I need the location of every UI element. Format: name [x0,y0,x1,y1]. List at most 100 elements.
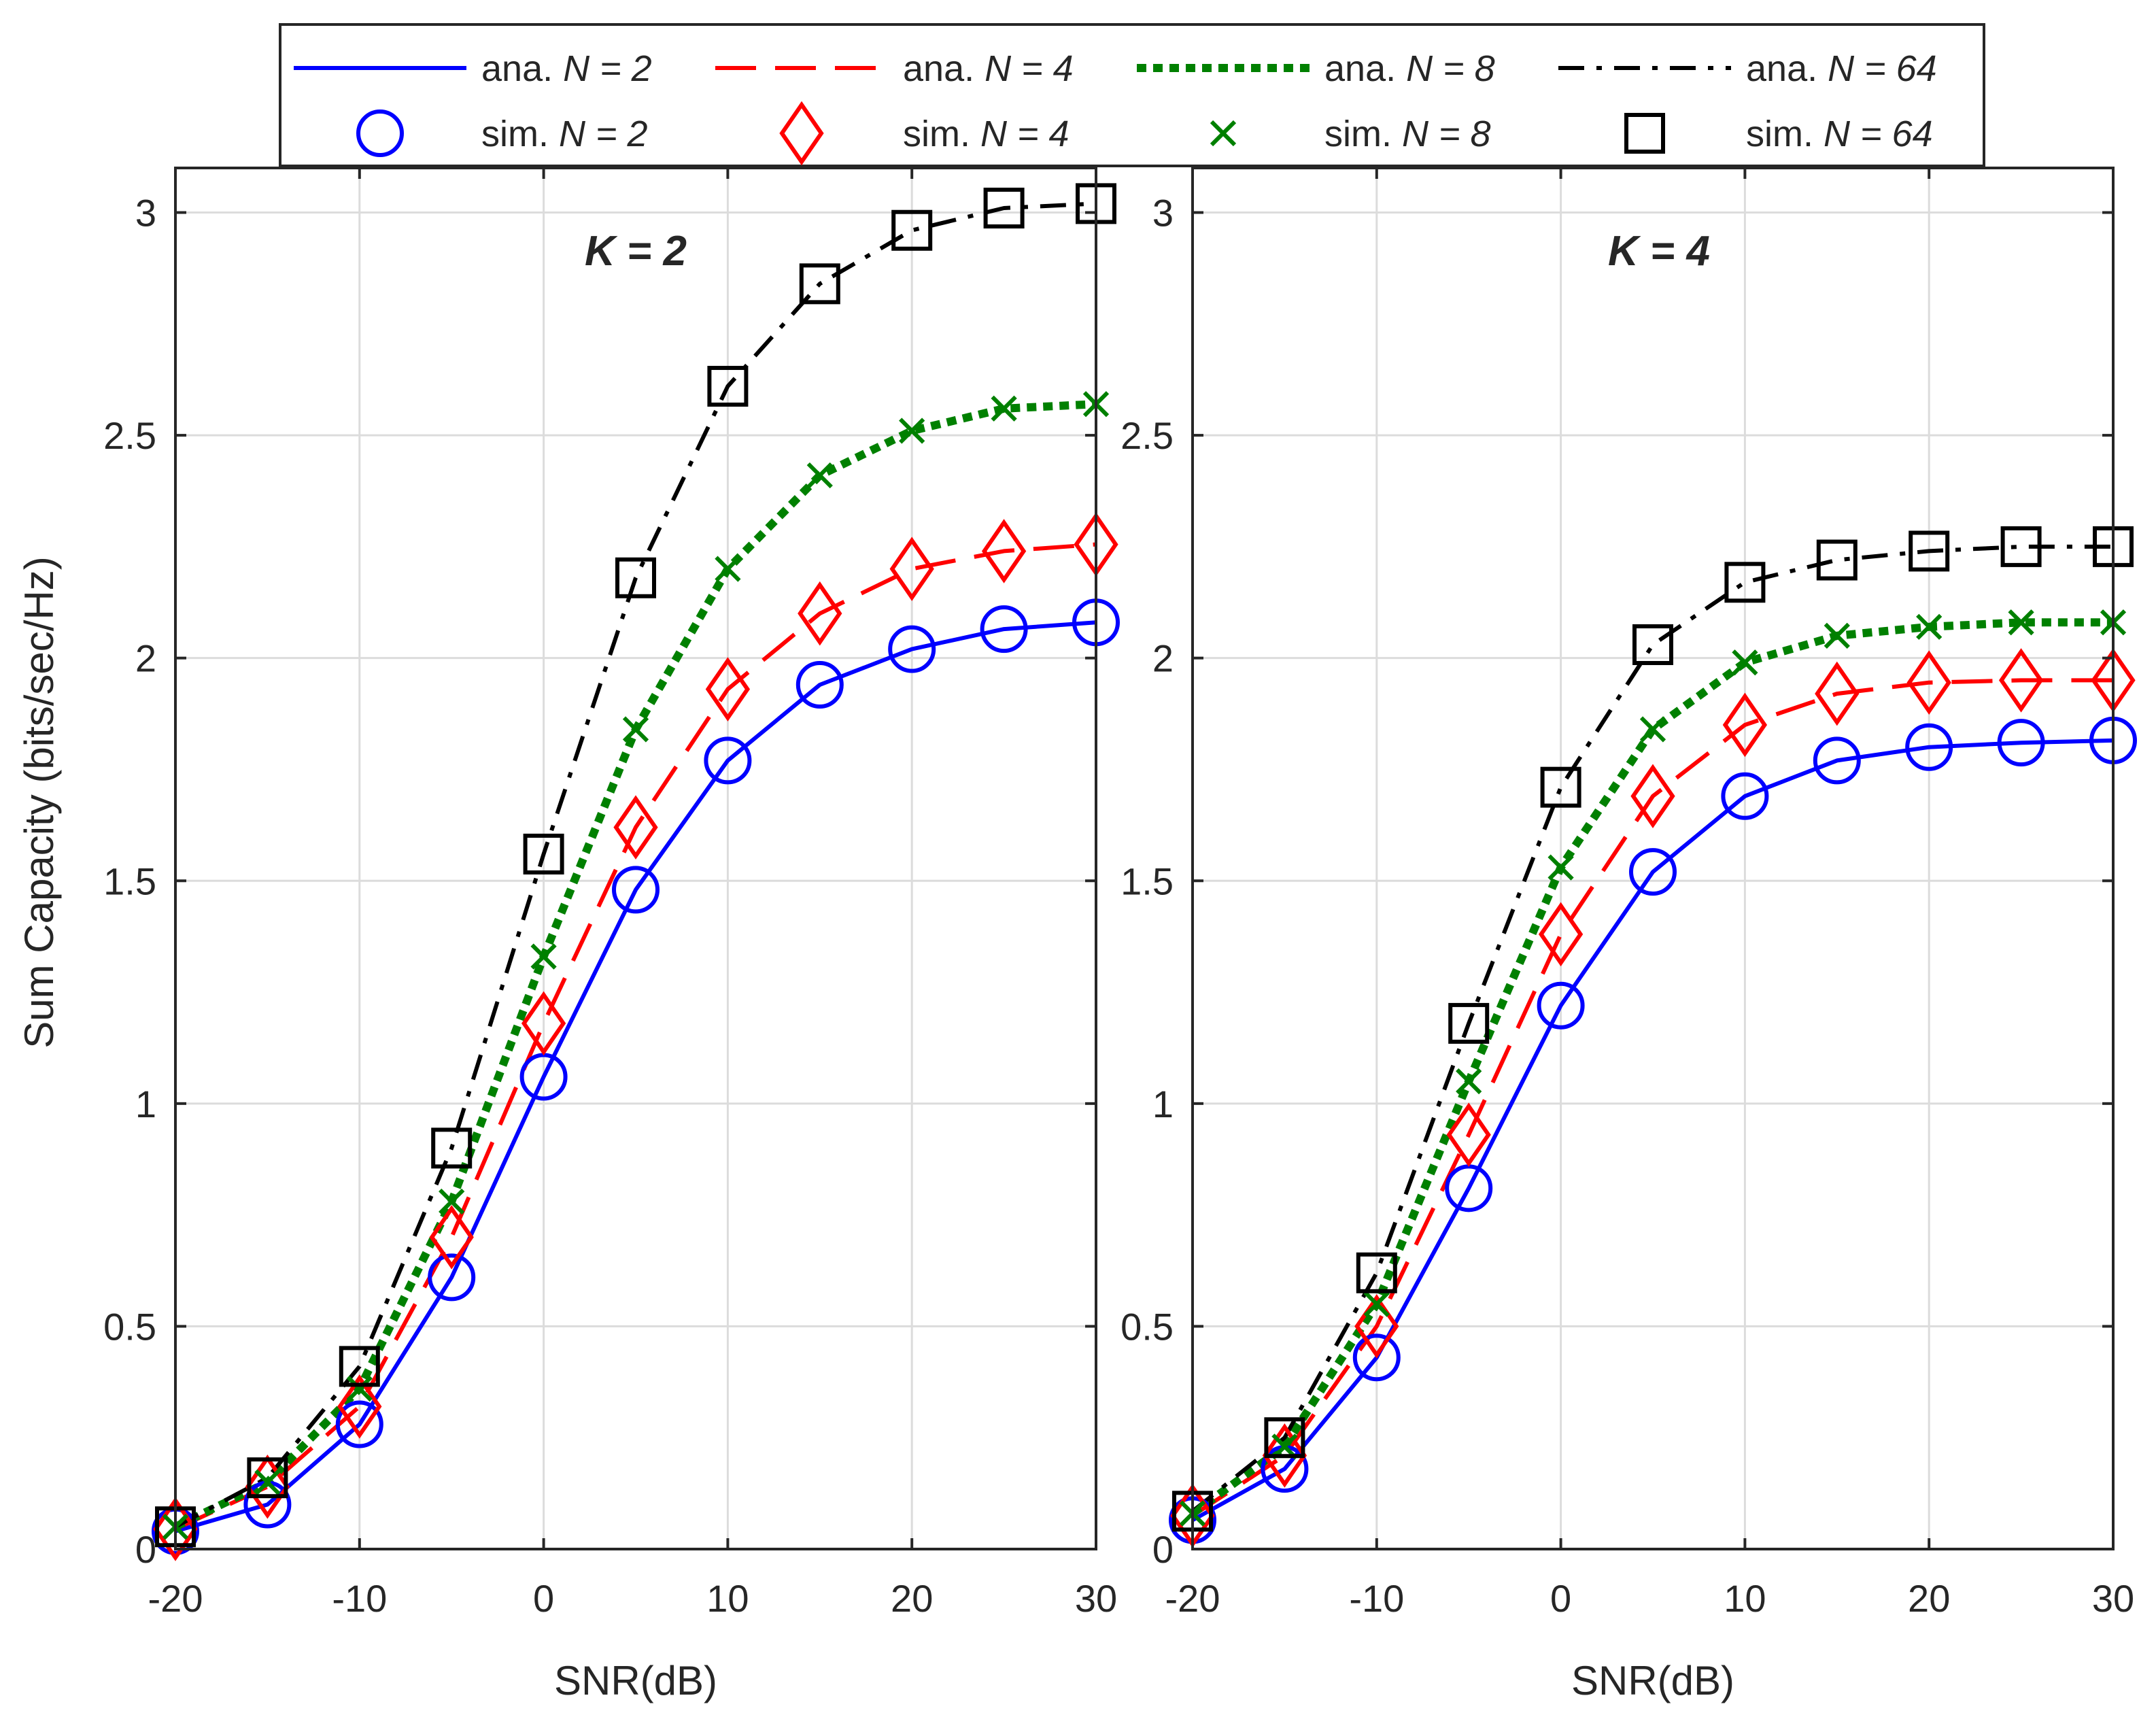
panel-k4-title: K = 4 [1608,228,1710,275]
y-tick-label: 2.5 [103,414,156,457]
panel-k2-series [152,183,1120,1561]
data-point-square [1448,1002,1490,1044]
y-tick-label: 1.5 [103,860,156,902]
x-tick-label: 10 [1724,1577,1766,1620]
legend: ana. N = 2 ana. N = 4 ana. N = 8 ana. N = 6… [279,23,1985,167]
data-point-x [1456,1068,1482,1095]
data-point-x [254,1469,281,1495]
data-point-x [806,462,833,489]
y-tick-label: 0 [1152,1528,1174,1571]
data-point-circle [704,736,752,785]
legend-entry-label: ana. N = 64 [1746,48,1937,89]
data-point-square [799,263,840,305]
y-tick-label: 3 [135,192,156,235]
x-tick-label: 0 [1550,1577,1571,1620]
data-point-x [715,556,741,582]
data-point-square [615,557,656,598]
data-point-diamond [337,1374,382,1439]
x-tick-label: 20 [891,1577,933,1620]
data-point-diamond [1815,661,1860,726]
y-tick-label: 2 [1152,637,1174,680]
data-point-square [1264,1417,1305,1459]
x-tick-label: 10 [706,1577,749,1620]
data-point-square [1540,766,1581,808]
data-point-x [1363,1291,1390,1317]
legend-marker-diamond [779,101,824,166]
series-line-N=4 [1191,678,2113,1518]
data-point-x [1824,622,1850,649]
data-point-diamond [1998,648,2044,713]
data-point-diamond [1906,650,1951,715]
y-tick-label: 0.5 [103,1305,156,1348]
y-tick-label: 1.5 [1120,860,1174,902]
legend-marker-square [1624,113,1665,154]
data-point-x [346,1376,373,1402]
data-point-x [1639,716,1666,743]
series-line-N=4 [174,542,1097,1531]
legend-entry-label: sim. N = 8 [1324,114,1491,154]
data-point-diamond [1446,1102,1491,1167]
data-point-square [523,833,564,875]
data-point-circle [1352,1334,1401,1382]
y-tick-label: 2 [135,637,156,680]
data-point-circle [1813,736,1861,785]
legend-marker-circle [356,109,404,157]
data-point-x [1732,649,1758,676]
y-tick-label: 0.5 [1120,1305,1174,1348]
data-point-square [1816,539,1858,581]
data-point-diamond [1722,692,1768,758]
data-point-x [1547,854,1574,881]
data-point-square [2000,526,2042,567]
panel-k4-ticks: -20 -10 0 10 20 30 0 0.5 1 1.5 2 2.5 3 [1120,168,2134,1620]
data-point-diamond [1538,902,1584,967]
legend-entry-label: sim. N = 2 [481,114,648,154]
data-point-diamond [1630,764,1675,829]
panel-k4-x-axis-label: SNR(dB) [1571,1658,1734,1703]
series-line-N=2 [1191,738,2114,1523]
data-point-diamond [245,1454,290,1519]
data-point-circle [1629,848,1677,896]
legend-entry-label: sim. N = 64 [1746,114,1933,154]
data-point-diamond [429,1205,474,1270]
data-point-circle [612,866,660,914]
data-point-circle [1537,981,1585,1030]
y-tick-label: 1 [135,1083,156,1125]
data-point-square [1724,562,1766,603]
data-point-circle [1997,719,2045,767]
legend-entry-label: sim. N = 4 [903,114,1070,154]
y-tick-label: 3 [1152,192,1174,235]
data-point-circle [1721,772,1769,820]
data-point-x [899,418,925,444]
panel-k4-series [1169,526,2137,1548]
panel-k2-title: K = 2 [585,228,687,275]
data-point-diamond [981,519,1027,583]
panel-k2: -20 -10 0 10 20 30 0 0.5 1 1.5 2 2.5 3 K = 2 SNR(dB) [103,167,1120,1703]
y-axis-label: Sum Capacity (bits/sec/Hz) [16,556,62,1049]
data-point-square [247,1457,288,1499]
legend-entry-label: ana. N = 8 [1324,48,1495,89]
data-point-circle [335,1400,383,1448]
data-point-circle [1905,723,1953,771]
y-tick-label: 0 [135,1528,156,1571]
data-point-x [622,716,649,743]
data-point-diamond [1262,1423,1307,1488]
panel-k4: -20 -10 0 10 20 30 0 0.5 1 1.5 2 2.5 3 K = 4 SNR(dB) [1120,167,2137,1703]
data-point-diamond [521,991,566,1056]
data-point-x [1916,613,1943,640]
x-tick-label: -20 [148,1577,203,1620]
y-tick-label: 2.5 [1120,414,1174,457]
legend-box [279,23,1985,167]
legend-entry-label: ana. N = 2 [481,48,652,89]
data-point-circle [795,660,844,709]
series-line-N=64 [174,201,1097,1529]
x-tick-label: 30 [1075,1577,1117,1620]
legend-entry-label: ana. N = 4 [903,48,1074,89]
data-point-square [983,187,1025,228]
x-tick-label: 0 [533,1577,554,1620]
data-point-x [530,943,557,970]
data-point-diamond [1354,1294,1399,1359]
data-point-square [1909,530,1950,572]
data-point-circle [888,625,936,673]
data-point-diamond [153,1497,198,1561]
